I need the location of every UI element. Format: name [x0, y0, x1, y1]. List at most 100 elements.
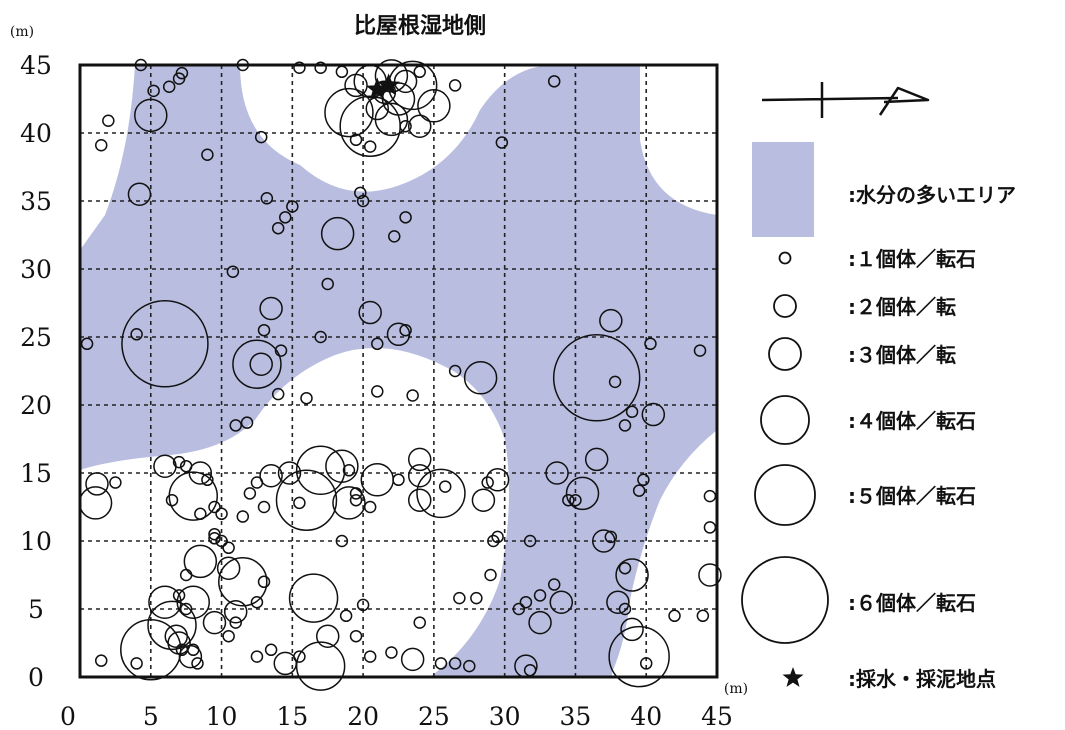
- data-point: [371, 337, 384, 351]
- data-point: [165, 493, 179, 507]
- data-point: [615, 558, 649, 592]
- data-point: [356, 598, 370, 612]
- data-point: [407, 447, 432, 472]
- sampling-star: [377, 73, 400, 96]
- x-tick-label: 0: [60, 702, 76, 730]
- data-point: [229, 419, 242, 432]
- data-point: [392, 473, 405, 487]
- data-point: [222, 541, 235, 555]
- data-point: [618, 602, 632, 616]
- data-point: [314, 61, 327, 74]
- data-point: [349, 133, 363, 147]
- data-point: [703, 489, 717, 503]
- y-tick-label: 35: [20, 187, 52, 216]
- data-point: [528, 610, 552, 635]
- data-point: [407, 114, 432, 138]
- data-point: [325, 449, 359, 483]
- data-point: [335, 65, 349, 79]
- data-point: [259, 296, 283, 321]
- data-point: [470, 591, 483, 605]
- data-point: [407, 488, 432, 512]
- data-point: [320, 216, 355, 251]
- data-point: [406, 389, 419, 402]
- legend-size-label: :５個体／転石: [848, 484, 976, 508]
- data-point: [584, 447, 609, 472]
- data-point: [448, 657, 462, 670]
- data-point: [374, 102, 409, 137]
- data-point: [363, 140, 377, 153]
- data-point: [80, 337, 94, 351]
- data-point: [127, 182, 152, 206]
- data-point: [698, 563, 722, 587]
- data-point: [293, 61, 306, 74]
- data-point: [485, 468, 510, 492]
- y-tick-label: 10: [20, 527, 52, 556]
- data-point: [183, 544, 218, 579]
- data-point: [194, 507, 207, 521]
- x-tick-label: 30: [489, 702, 521, 730]
- data-point: [393, 69, 418, 94]
- y-tick-label: 5: [28, 595, 44, 624]
- data-point: [413, 65, 426, 79]
- x-tick-label: 20: [347, 702, 379, 730]
- data-point: [371, 385, 384, 398]
- data-point: [599, 308, 623, 333]
- y-tick-label: 30: [20, 255, 52, 284]
- data-point: [271, 221, 285, 235]
- legend-size-circle: [754, 464, 816, 526]
- wet-area-bottom: [430, 646, 612, 677]
- data-point: [134, 98, 168, 133]
- legend-size-label: :２個体／転: [848, 295, 956, 319]
- legend-size-circle: [768, 337, 802, 371]
- wet-area: [80, 65, 717, 677]
- data-point: [632, 484, 646, 497]
- data-point: [130, 328, 143, 341]
- data-point: [288, 573, 339, 623]
- data-point: [249, 352, 273, 376]
- data-point: [223, 599, 248, 624]
- data-point: [463, 659, 476, 673]
- sampling-star: [365, 77, 389, 100]
- data-point: [293, 496, 306, 510]
- x-tick-label: 40: [630, 702, 662, 730]
- legend-size-label: :１個体／転石: [848, 247, 976, 271]
- data-point: [332, 486, 366, 520]
- data-point: [191, 657, 204, 670]
- data-point: [121, 300, 209, 388]
- data-point: [147, 84, 160, 98]
- data-point: [172, 455, 186, 469]
- data-point: [324, 87, 374, 138]
- x-tick-label: 10: [206, 702, 238, 730]
- data-point: [321, 277, 334, 291]
- x-tick-label: 45: [701, 702, 733, 730]
- legend-wet-area-label: :水分の多いエリア: [848, 183, 1016, 207]
- data-point: [215, 507, 228, 521]
- data-point: [275, 469, 338, 531]
- data-point: [85, 472, 109, 496]
- data-point: [295, 445, 346, 496]
- data-point: [162, 80, 176, 94]
- data-point: [120, 619, 182, 681]
- data-point: [434, 657, 448, 670]
- data-point: [229, 616, 242, 629]
- data-point: [168, 471, 218, 521]
- data-point: [356, 194, 370, 208]
- y-tick-label: 25: [20, 323, 52, 352]
- data-point: [208, 527, 221, 541]
- data-point: [257, 323, 271, 337]
- data-point: [618, 419, 632, 432]
- data-point: [208, 500, 221, 514]
- legend-size-circle: [773, 294, 797, 318]
- legend-size-circle: [778, 251, 792, 265]
- data-point: [358, 300, 382, 325]
- data-point: [300, 391, 313, 405]
- data-point: [547, 578, 561, 591]
- data-point: [385, 646, 398, 659]
- data-point: [487, 534, 500, 548]
- data-point: [360, 463, 395, 497]
- data-point: [94, 654, 108, 667]
- legend-size-label: :４個体／転石: [848, 409, 976, 433]
- data-point: [335, 534, 349, 548]
- y-tick-label: 45: [20, 51, 52, 80]
